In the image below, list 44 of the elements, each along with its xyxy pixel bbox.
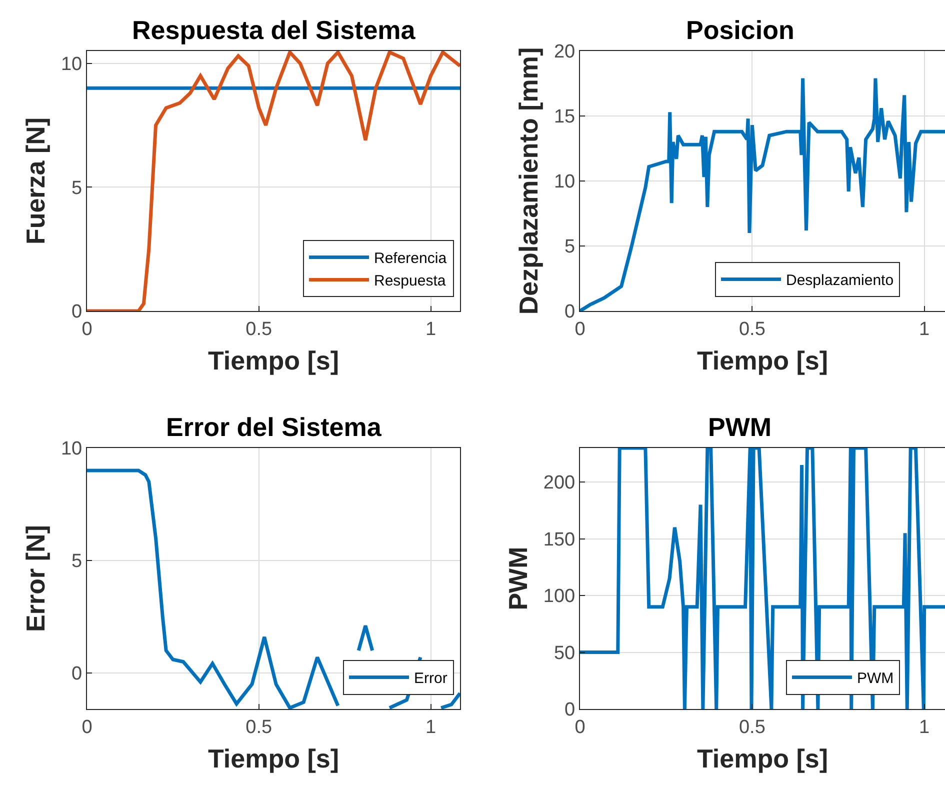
x-tick-label: 0.5 [738,716,766,738]
y-tick-label: 0 [564,700,576,721]
y-tick-label: 5 [72,551,82,572]
x-tick-label: 1 [425,318,436,340]
legend-label: Error [414,670,448,688]
y-axis-title: Error [N] [20,525,50,632]
x-tick-label: 0.5 [246,716,272,738]
line-series [580,448,945,709]
x-axis-title: Tiempo [s] [208,744,339,774]
x-axis-title: Tiempo [s] [697,346,828,376]
legend-label: Desplazamiento [786,272,894,290]
y-tick-label: 20 [554,42,576,63]
chart-title: Posicion [686,15,794,45]
x-tick-label: 1 [919,318,930,340]
chart-title: Error del Sistema [166,412,382,442]
y-tick-label: 150 [543,529,576,550]
y-axis-title: Dezplazamiento [mm] [513,47,544,315]
y-tick-label: 0 [564,302,576,323]
y-tick-label: 5 [72,178,82,199]
x-axis-title: Tiempo [s] [208,346,339,376]
y-tick-label: 0 [72,302,82,323]
y-tick-label: 10 [554,172,576,193]
line-series [580,76,945,311]
chart-title: PWM [708,412,772,442]
y-tick-label: 0 [72,664,82,685]
legend-label: PWM [857,670,894,688]
x-axis-title: Tiempo [s] [697,744,828,774]
legend-label: Referencia [374,250,448,268]
chart-title: Respuesta del Sistema [132,15,416,45]
y-tick-label: 10 [60,54,82,76]
x-tick-label: 0.5 [246,318,272,340]
y-tick-label: 10 [60,438,82,460]
y-tick-label: 15 [554,106,576,128]
x-tick-label: 0.5 [738,318,766,340]
y-axis-title: Fuerza [N] [20,117,50,245]
y-tick-label: 100 [543,586,576,608]
y-tick-label: 5 [564,236,576,258]
x-tick-label: 1 [425,716,436,738]
line-series [87,51,460,311]
legend-label: Respuesta [374,272,446,290]
x-tick-label: 1 [919,716,930,738]
y-tick-label: 200 [543,472,576,494]
y-axis-title: PWM [502,546,533,610]
y-tick-label: 50 [554,642,576,664]
